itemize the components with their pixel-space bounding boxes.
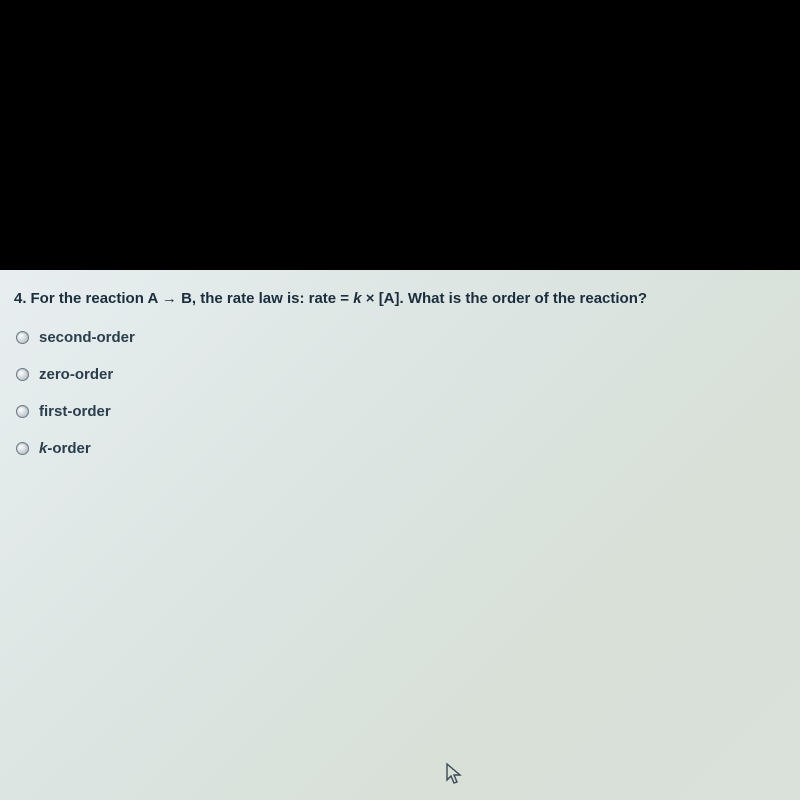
- radio-icon[interactable]: [16, 331, 29, 344]
- question-italic-k: k: [353, 290, 361, 307]
- radio-icon[interactable]: [16, 368, 29, 381]
- option-text: second-order: [39, 329, 135, 346]
- radio-icon[interactable]: [16, 442, 29, 455]
- option-label: k-order: [39, 440, 91, 457]
- option-label: zero-order: [39, 366, 113, 383]
- option-second-order[interactable]: second-order: [16, 329, 786, 346]
- option-text: first-order: [39, 403, 111, 420]
- cursor-icon: [445, 762, 463, 786]
- question-prefix: For the reaction A → B, the rate law is:…: [31, 290, 354, 307]
- question-middle: × [A]. What is the order of the reaction…: [362, 290, 647, 307]
- quiz-content-area: 4. For the reaction A → B, the rate law …: [0, 270, 800, 800]
- option-k-order[interactable]: k-order: [16, 440, 786, 457]
- question-number: 4.: [14, 290, 27, 307]
- option-first-order[interactable]: first-order: [16, 403, 786, 420]
- radio-icon[interactable]: [16, 405, 29, 418]
- option-text: -order: [47, 440, 90, 457]
- option-label: first-order: [39, 403, 111, 420]
- option-zero-order[interactable]: zero-order: [16, 366, 786, 383]
- question-row: 4. For the reaction A → B, the rate law …: [14, 288, 786, 309]
- option-label: second-order: [39, 329, 135, 346]
- option-text: zero-order: [39, 366, 113, 383]
- question-text: For the reaction A → B, the rate law is:…: [31, 288, 648, 309]
